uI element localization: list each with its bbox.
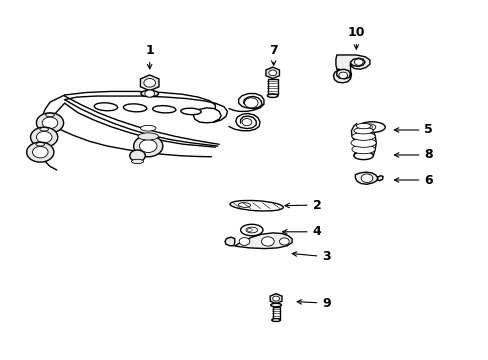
Polygon shape xyxy=(224,237,234,246)
Polygon shape xyxy=(234,233,291,249)
Circle shape xyxy=(32,147,48,158)
Ellipse shape xyxy=(181,108,201,114)
Ellipse shape xyxy=(356,123,370,129)
Circle shape xyxy=(143,78,155,87)
Circle shape xyxy=(139,140,157,153)
Ellipse shape xyxy=(353,127,372,134)
Ellipse shape xyxy=(351,132,374,140)
Ellipse shape xyxy=(271,319,280,321)
Text: 2: 2 xyxy=(285,198,321,212)
Ellipse shape xyxy=(140,125,156,131)
Polygon shape xyxy=(272,307,279,319)
Circle shape xyxy=(338,72,347,78)
Ellipse shape xyxy=(152,105,176,113)
Circle shape xyxy=(129,150,145,161)
Ellipse shape xyxy=(40,127,48,131)
Ellipse shape xyxy=(247,229,252,231)
Ellipse shape xyxy=(363,124,375,130)
Ellipse shape xyxy=(245,227,257,233)
Circle shape xyxy=(30,127,58,147)
Ellipse shape xyxy=(358,122,385,132)
Circle shape xyxy=(27,142,54,162)
Ellipse shape xyxy=(238,203,250,207)
Polygon shape xyxy=(267,78,277,94)
Ellipse shape xyxy=(131,159,143,163)
Polygon shape xyxy=(270,294,282,303)
Circle shape xyxy=(36,131,52,143)
Ellipse shape xyxy=(123,104,146,112)
Ellipse shape xyxy=(270,303,281,307)
Text: 9: 9 xyxy=(297,297,330,310)
Ellipse shape xyxy=(45,113,54,117)
Circle shape xyxy=(42,117,58,129)
Text: 8: 8 xyxy=(394,148,432,162)
Ellipse shape xyxy=(366,125,372,129)
Ellipse shape xyxy=(141,90,158,97)
Circle shape xyxy=(361,174,372,183)
Ellipse shape xyxy=(36,143,44,146)
Text: 6: 6 xyxy=(394,174,432,186)
Ellipse shape xyxy=(267,94,278,98)
Ellipse shape xyxy=(229,201,283,211)
Ellipse shape xyxy=(138,133,158,140)
Ellipse shape xyxy=(351,145,374,154)
Circle shape xyxy=(144,90,154,97)
Ellipse shape xyxy=(94,103,117,111)
Circle shape xyxy=(279,238,288,245)
Circle shape xyxy=(268,70,276,76)
Circle shape xyxy=(239,238,249,246)
Polygon shape xyxy=(333,55,369,83)
Polygon shape xyxy=(377,176,382,181)
Polygon shape xyxy=(355,172,377,184)
Text: 1: 1 xyxy=(145,44,154,69)
Circle shape xyxy=(242,118,251,126)
Circle shape xyxy=(36,113,63,133)
Text: 5: 5 xyxy=(394,123,432,136)
Circle shape xyxy=(133,135,163,157)
Text: 3: 3 xyxy=(292,250,330,263)
Text: 7: 7 xyxy=(269,44,278,65)
Text: 10: 10 xyxy=(347,26,365,49)
Circle shape xyxy=(272,296,279,301)
Ellipse shape xyxy=(353,152,372,159)
Ellipse shape xyxy=(350,138,375,147)
Text: 4: 4 xyxy=(282,225,321,238)
Polygon shape xyxy=(140,75,159,91)
Circle shape xyxy=(261,237,274,246)
Ellipse shape xyxy=(240,224,263,236)
Polygon shape xyxy=(265,67,279,78)
Circle shape xyxy=(354,59,363,65)
Circle shape xyxy=(244,98,258,108)
